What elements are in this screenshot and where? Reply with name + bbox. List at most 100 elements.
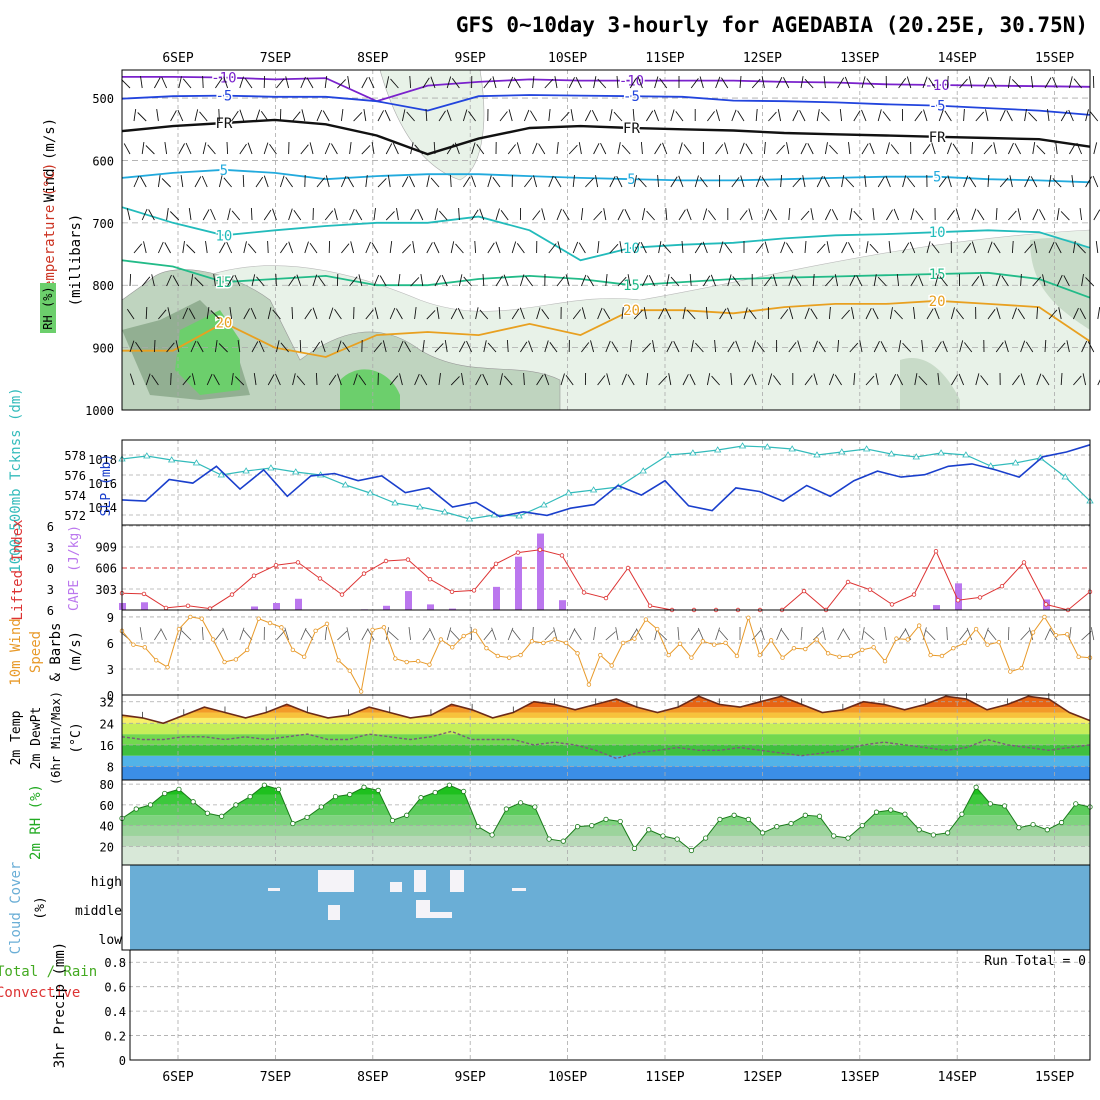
rh2m-line-point <box>660 833 666 839</box>
lifted-index-line-point <box>273 563 279 568</box>
wind-barb <box>347 176 354 188</box>
wind-barb <box>985 109 989 122</box>
rh2m-line-point <box>247 793 253 800</box>
rh2m-line-point <box>973 784 979 790</box>
wind-speed-line-point <box>689 655 694 660</box>
wind-barb <box>670 109 675 122</box>
wind-speed-line-point <box>347 668 352 673</box>
wind-barb <box>154 77 161 89</box>
wind-barb <box>461 373 464 386</box>
wind-barb <box>853 210 863 221</box>
wind-barb <box>1052 178 1062 188</box>
wind-barb <box>438 110 446 122</box>
wind-barb <box>487 175 492 188</box>
wind-barb <box>1089 111 1099 122</box>
pressure-axis-label: (millibars) <box>68 214 84 307</box>
wind-barb <box>565 375 574 386</box>
wind-barb <box>611 341 619 353</box>
wind-speed-line-point <box>734 653 740 659</box>
cape-bar <box>449 608 456 610</box>
wind-barb <box>937 373 940 386</box>
wind-barb <box>800 143 807 155</box>
wind-barb <box>194 176 202 188</box>
wind-barb <box>597 375 606 386</box>
wind-barb <box>922 144 931 155</box>
wind-barb <box>560 373 565 386</box>
wind-barb <box>724 142 729 155</box>
wind-barb <box>748 309 757 320</box>
wind-barb <box>950 307 955 320</box>
surface-wind-barb <box>837 628 845 641</box>
temp-band <box>122 707 1090 713</box>
wind-speed-line-point <box>905 637 910 642</box>
wind-barb <box>959 78 968 89</box>
wind-speed-line-point <box>529 639 535 644</box>
wind-barb <box>837 339 840 353</box>
wind-barb <box>797 340 802 353</box>
wind-barb <box>788 274 794 287</box>
wind-barb <box>205 241 208 254</box>
surface-wind-barb <box>760 627 765 641</box>
wind-barb <box>182 78 192 89</box>
wind-barb <box>328 374 337 386</box>
thickness-line <box>121 445 1091 520</box>
wind-barb <box>434 343 444 353</box>
wind-barb <box>764 276 772 287</box>
wind-barb <box>730 372 733 386</box>
wind-speed-line-point <box>495 653 501 659</box>
wind-barb <box>906 76 912 89</box>
wind-barb <box>541 208 546 221</box>
wind-barb <box>686 208 692 221</box>
wind-barb <box>133 243 143 254</box>
wind-barb <box>826 241 830 254</box>
wind-barb <box>792 110 799 122</box>
wind-barb <box>328 307 334 320</box>
wind-speed-line-point <box>302 654 307 660</box>
cape-bar <box>427 604 434 610</box>
wind-barb <box>727 307 733 320</box>
wind-barb <box>404 341 411 353</box>
wind-barb <box>129 373 135 386</box>
wind-barb <box>731 177 740 188</box>
lifted-index-line-point <box>845 579 851 585</box>
date-label-top: 8SEP <box>357 51 388 66</box>
wind-barb <box>524 177 533 188</box>
wind-barb <box>151 274 155 287</box>
rh-shade-mid <box>900 358 960 410</box>
wind-barb <box>507 144 516 155</box>
wind-speed-line-point <box>1053 632 1059 638</box>
wind-speed-line-point <box>1042 614 1047 620</box>
wind-barb <box>788 207 791 221</box>
wind-barb <box>743 374 751 386</box>
wind-barb <box>1081 274 1084 287</box>
surface-wind-barb <box>361 628 369 641</box>
surface-wind-barb <box>568 628 576 641</box>
wind-barb <box>260 110 269 122</box>
wind-barb <box>1025 341 1034 353</box>
rh2m-line-point <box>1044 827 1050 833</box>
wind-speed-line-point <box>996 639 1002 645</box>
wind-barb <box>483 78 492 89</box>
surface-wind-barb <box>898 628 907 641</box>
lifted-index-line-point <box>581 590 587 595</box>
wind-barb <box>889 307 893 320</box>
wind-barb <box>802 175 806 188</box>
wind-barb <box>312 341 321 353</box>
wind-barb <box>1085 109 1089 122</box>
wind-barb <box>349 276 358 287</box>
wind-barb <box>263 175 269 188</box>
wind-barb <box>363 109 367 122</box>
wind-barb <box>342 341 350 353</box>
wind-barb <box>715 76 721 89</box>
wind-barb <box>633 309 643 320</box>
wind-barb <box>633 242 641 254</box>
wind-speed-line-point <box>768 638 774 643</box>
wind-speed-line <box>121 616 1091 693</box>
wind-barb <box>861 143 869 155</box>
wind-barb <box>727 341 735 353</box>
wind-barb <box>272 309 281 320</box>
wind-barb <box>530 110 537 122</box>
wind-barb <box>1073 78 1082 89</box>
cape-bar <box>559 600 566 610</box>
rh2m-line-point <box>304 814 310 820</box>
